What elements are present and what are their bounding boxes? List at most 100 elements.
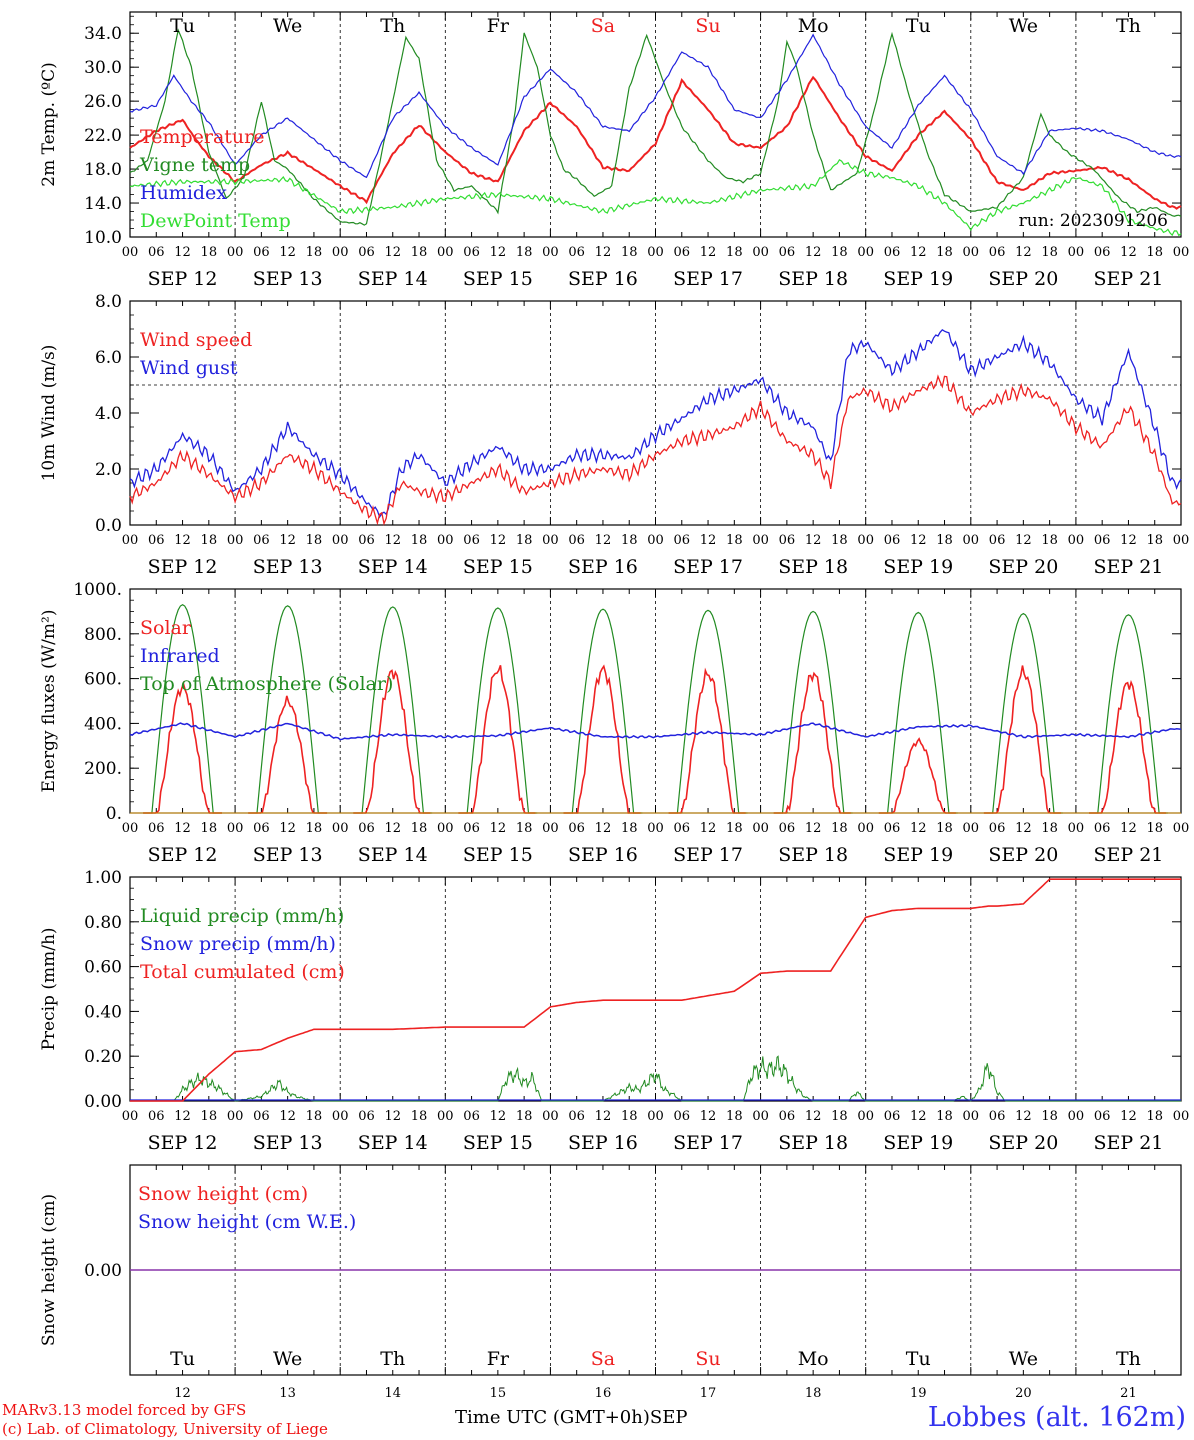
x-date-label: SEP 21 bbox=[1094, 1132, 1164, 1154]
x-date-label: SEP 15 bbox=[463, 1132, 533, 1154]
toa-solar-curve bbox=[143, 603, 222, 814]
x-hour-label: 12 bbox=[174, 821, 191, 836]
x-hour-label: 12 bbox=[1120, 533, 1137, 548]
y-tick-label: 34.0 bbox=[84, 24, 122, 44]
total-cumulated-line bbox=[130, 878, 1181, 1102]
day-number-label: 18 bbox=[805, 1386, 822, 1401]
x-hour-label: 00 bbox=[857, 821, 874, 836]
x-hour-label: 18 bbox=[306, 533, 323, 548]
day-name-label: Su bbox=[695, 15, 720, 37]
x-hour-label: 06 bbox=[568, 533, 585, 548]
x-date-label: SEP 16 bbox=[568, 268, 638, 290]
day-name-label: We bbox=[273, 15, 302, 37]
x-date-label: SEP 21 bbox=[1094, 844, 1164, 866]
x-hour-label: 18 bbox=[411, 533, 428, 548]
toa-solar-curve bbox=[668, 609, 748, 814]
x-hour-label: 18 bbox=[306, 245, 323, 260]
x-hour-label: 12 bbox=[805, 821, 822, 836]
x-hour-label: 00 bbox=[542, 1109, 559, 1124]
x-hour-label: 18 bbox=[411, 1109, 428, 1124]
x-hour-label: 06 bbox=[463, 533, 480, 548]
x-hour-label: 06 bbox=[148, 245, 165, 260]
x-date-label: SEP 12 bbox=[148, 268, 218, 290]
x-hour-label: 18 bbox=[936, 1109, 953, 1124]
x-hour-label: 18 bbox=[726, 245, 743, 260]
day-number-label: 13 bbox=[279, 1386, 296, 1401]
toa-solar-curve bbox=[563, 608, 643, 814]
y-tick-label: 0.0 bbox=[95, 516, 122, 536]
x-hour-label: 00 bbox=[542, 533, 559, 548]
x-hour-label: 06 bbox=[253, 245, 270, 260]
day-name-label: We bbox=[1009, 1348, 1038, 1370]
y-tick-label: 400. bbox=[84, 714, 122, 734]
x-date-label: SEP 18 bbox=[778, 844, 848, 866]
x-hour-label: 00 bbox=[122, 821, 139, 836]
x-hour-label: 00 bbox=[437, 533, 454, 548]
x-hour-label: 06 bbox=[674, 821, 691, 836]
x-date-label: SEP 18 bbox=[778, 268, 848, 290]
y-tick-label: 8.0 bbox=[95, 292, 122, 312]
x-hour-label: 06 bbox=[358, 533, 375, 548]
x-date-label: SEP 16 bbox=[568, 556, 638, 578]
series-line bbox=[129, 33, 1182, 179]
x-date-label: SEP 20 bbox=[988, 268, 1058, 290]
x-hour-label: 00 bbox=[963, 533, 980, 548]
run-label: run: 2023091206 bbox=[1019, 211, 1168, 231]
x-hour-label: 12 bbox=[384, 1109, 401, 1124]
x-hour-label: 00 bbox=[1173, 533, 1190, 548]
x-hour-label: 06 bbox=[1094, 821, 1111, 836]
x-hour-label: 06 bbox=[463, 245, 480, 260]
x-axis-month: SEP bbox=[649, 1407, 688, 1428]
legend-entry: Total cumulated (cm) bbox=[140, 961, 345, 983]
x-hour-label: 18 bbox=[516, 533, 533, 548]
x-hour-label: 18 bbox=[621, 1109, 638, 1124]
x-date-label: SEP 13 bbox=[253, 1132, 323, 1154]
x-hour-label: 18 bbox=[621, 245, 638, 260]
x-hour-label: 00 bbox=[752, 245, 769, 260]
x-hour-label: 06 bbox=[358, 1109, 375, 1124]
day-name-label: Mo bbox=[798, 1348, 829, 1370]
y-tick-label: 0.40 bbox=[84, 1002, 122, 1022]
solar-curve bbox=[773, 671, 851, 814]
x-hour-label: 06 bbox=[148, 1109, 165, 1124]
x-date-label: SEP 21 bbox=[1094, 556, 1164, 578]
x-date-label: SEP 15 bbox=[463, 268, 533, 290]
toa-solar-curve bbox=[353, 606, 433, 814]
x-hour-label: 06 bbox=[674, 1109, 691, 1124]
x-hour-label: 00 bbox=[857, 245, 874, 260]
x-hour-label: 18 bbox=[516, 245, 533, 260]
day-number-label: 19 bbox=[910, 1386, 927, 1401]
x-hour-label: 06 bbox=[568, 245, 585, 260]
y-tick-label: 26.0 bbox=[84, 92, 122, 112]
x-date-label: SEP 12 bbox=[148, 1132, 218, 1154]
x-hour-label: 12 bbox=[805, 245, 822, 260]
x-hour-label: 00 bbox=[122, 533, 139, 548]
x-hour-label: 12 bbox=[595, 245, 612, 260]
day-number-label: 15 bbox=[490, 1386, 507, 1401]
x-hour-label: 18 bbox=[516, 821, 533, 836]
x-hour-label: 18 bbox=[201, 533, 218, 548]
solar-curve bbox=[668, 667, 746, 814]
y-tick-label: 0.60 bbox=[84, 958, 122, 978]
x-hour-label: 12 bbox=[805, 533, 822, 548]
x-hour-label: 18 bbox=[726, 1109, 743, 1124]
day-name-label: Fr bbox=[487, 15, 510, 37]
x-hour-label: 18 bbox=[726, 821, 743, 836]
x-hour-label: 12 bbox=[279, 821, 296, 836]
solar-curve bbox=[983, 665, 1061, 814]
station-name: Lobbes (alt. 162m) bbox=[927, 1402, 1186, 1433]
x-date-label: SEP 14 bbox=[358, 844, 428, 866]
x-hour-label: 12 bbox=[595, 533, 612, 548]
x-hour-label: 12 bbox=[595, 821, 612, 836]
x-hour-label: 06 bbox=[779, 1109, 796, 1124]
x-hour-label: 12 bbox=[700, 245, 717, 260]
x-hour-label: 18 bbox=[1041, 821, 1058, 836]
day-name-label: Mo bbox=[798, 15, 829, 37]
x-hour-label: 12 bbox=[1120, 1109, 1137, 1124]
x-hour-label: 00 bbox=[963, 821, 980, 836]
x-hour-label: 12 bbox=[490, 1109, 507, 1124]
plot-frame bbox=[129, 300, 1182, 526]
y-tick-label: 800. bbox=[84, 625, 122, 645]
series-line bbox=[129, 75, 1182, 210]
x-date-label: SEP 19 bbox=[883, 268, 953, 290]
